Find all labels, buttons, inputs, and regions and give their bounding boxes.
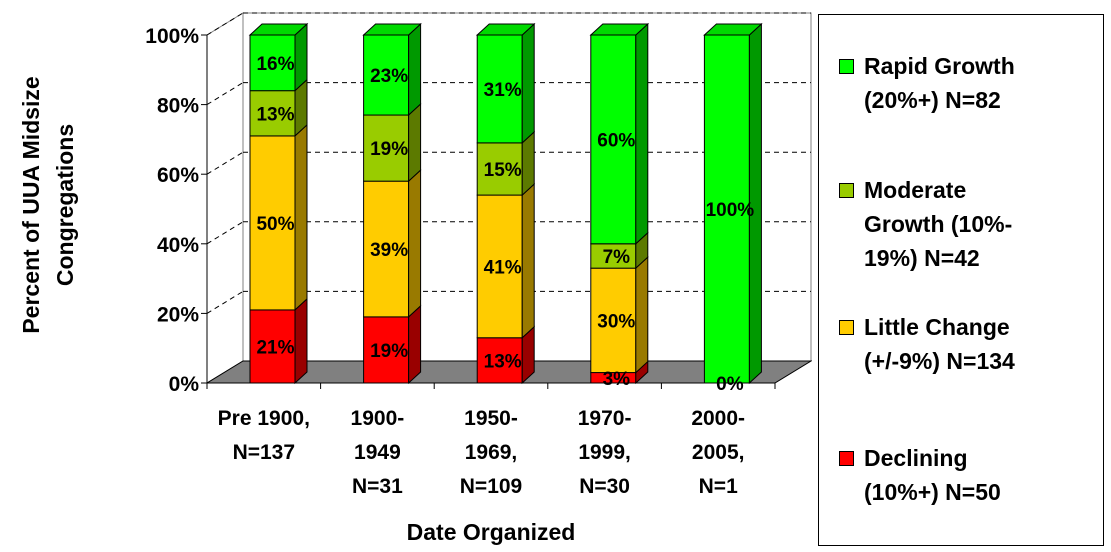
legend-label-moderate-growth: Moderate Growth (10%- 19%) N=42: [864, 177, 1013, 271]
legend-swatch-declining: [839, 451, 854, 466]
data-label: 30%: [597, 311, 635, 332]
data-label: 15%: [484, 160, 522, 181]
legend-label-rapid-growth: Rapid Growth (20%+) N=82: [864, 53, 1015, 113]
x-tick-label: Pre 1900, N=137: [218, 407, 310, 464]
y-tick-label: 20%: [157, 303, 199, 326]
gridline-side: [206, 221, 244, 245]
bar-segment-side: [408, 304, 422, 385]
bar-segment: [363, 316, 410, 384]
bar-top: [703, 23, 763, 36]
data-label: 13%: [484, 351, 522, 372]
data-label: 50%: [256, 214, 294, 235]
legend-label-declining: Declining (10%+) N=50: [864, 445, 1001, 505]
bar-segment-side: [294, 123, 308, 312]
bar-segment-side: [521, 22, 535, 145]
x-tick-label: 2000-2005, N=1: [691, 407, 745, 498]
bars: 21% 50% 13% 16% 19% 39% 19% 23% 13% 41% 15% 31% 3% 30…: [248, 22, 763, 395]
bar-segment: [476, 337, 523, 384]
bar-segment-side: [408, 102, 422, 183]
legend-item-declining: Declining (10%+) N=50: [839, 441, 1104, 509]
bar-segment-side: [635, 256, 649, 374]
x-tick-label: 1900-1949 N=31: [351, 407, 405, 498]
bar-segment: [590, 267, 637, 374]
data-label: 16%: [256, 54, 294, 75]
data-label: 21%: [256, 337, 294, 358]
legend: Rapid Growth (20%+) N=82 Moderate Growth…: [818, 14, 1104, 546]
data-label: 3%: [603, 369, 631, 390]
bar-segment: [703, 34, 750, 384]
y-axis-title: Percent of UUA Midsize Congregations: [18, 76, 78, 333]
legend-swatch-little-change: [839, 320, 854, 335]
data-label: 23%: [370, 66, 408, 87]
x-axis-title: Date Organized: [407, 519, 576, 545]
bar-top: [362, 23, 422, 36]
stacked-bar-chart: 21% 50% 13% 16% 19% 39% 19% 23% 13% 41% 15% 31% 3% 30…: [18, 12, 812, 545]
bar-segment: [476, 194, 523, 339]
bar-top: [589, 23, 650, 36]
bar-segment: [363, 180, 410, 318]
gridline-side: [206, 82, 244, 106]
legend-item-moderate-growth: Moderate Growth (10%- 19%) N=42: [839, 173, 1104, 275]
data-label: 0%: [716, 374, 744, 395]
bar-segment: [476, 34, 523, 144]
bar-top: [248, 23, 309, 36]
data-label: 19%: [370, 139, 408, 160]
x-tick-label: 1970-1999, N=30: [578, 407, 632, 498]
bar-segment-side: [635, 22, 649, 245]
legend-swatch-rapid-growth: [839, 59, 854, 74]
data-label: 13%: [256, 104, 294, 125]
x-tick-label: 1950-1969, N=109: [460, 407, 522, 498]
data-label: 39%: [370, 240, 408, 261]
y-tick-label: 40%: [157, 234, 199, 257]
axes: 0% 20% 40% 60% 80% 100% Pre 1900, N=137 1900-194…: [18, 25, 776, 545]
y-tick-label: 80%: [157, 95, 199, 118]
y-tick-label: 100%: [145, 25, 199, 48]
legend-swatch-moderate-growth: [839, 183, 854, 198]
data-label: 100%: [706, 200, 755, 221]
gridline-side: [206, 290, 244, 314]
legend-item-rapid-growth: Rapid Growth (20%+) N=82: [839, 49, 1104, 117]
side-wall: [206, 12, 244, 384]
data-label: 41%: [484, 257, 522, 278]
data-label: 7%: [603, 247, 631, 268]
legend-item-little-change: Little Change (+/-9%) N=134: [839, 310, 1104, 378]
y-tick-label: 60%: [157, 164, 199, 187]
bar-segment-side: [521, 182, 535, 339]
data-label: 60%: [597, 130, 635, 151]
gridline-side: [206, 12, 244, 36]
legend-label-little-change: Little Change (+/-9%) N=134: [864, 314, 1015, 374]
bar-segment: [249, 135, 296, 311]
data-label: 19%: [370, 341, 408, 362]
gridline-side: [206, 151, 244, 175]
bar-top: [475, 23, 536, 36]
data-label: 31%: [484, 80, 522, 101]
bar-segment: [590, 34, 637, 245]
bar-segment-side: [408, 22, 422, 117]
bar-segment-side: [408, 169, 422, 319]
y-tick-label: 0%: [169, 373, 200, 396]
bar-segment-side: [294, 297, 308, 385]
bar-segment: [363, 114, 410, 182]
